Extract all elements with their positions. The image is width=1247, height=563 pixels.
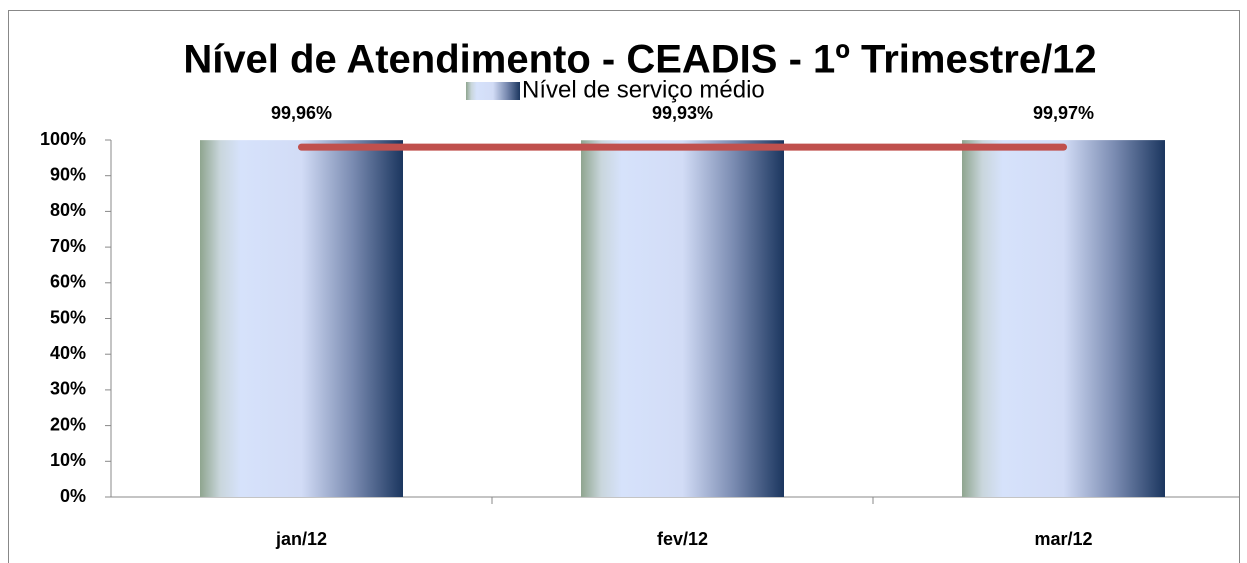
y-tick-label: 40% [50,343,86,363]
y-tick-label: 10% [50,450,86,470]
y-tick-label: 60% [50,272,86,292]
legend-label: Nível de serviço médio [522,76,765,103]
bar [581,140,784,498]
y-tick-label: 30% [50,379,86,399]
bar [200,140,403,497]
legend-swatch [466,82,520,100]
x-tick-label: mar/12 [1034,529,1092,549]
data-label: 99,93% [652,103,713,123]
y-tick-label: 50% [50,307,86,327]
y-tick-label: 80% [50,200,86,220]
y-tick-label: 70% [50,236,86,256]
y-tick-label: 20% [50,414,86,434]
x-tick-label: jan/12 [275,529,327,549]
x-tick-label: fev/12 [657,529,708,549]
y-tick-label: 90% [50,164,86,184]
y-tick-label: 0% [60,486,86,506]
y-tick-label: 100% [40,129,86,149]
bar [962,140,1165,497]
data-label: 99,97% [1033,103,1094,123]
chart-title: Nível de Atendimento - CEADIS - 1º Trime… [183,38,1096,82]
data-label: 99,96% [271,103,332,123]
